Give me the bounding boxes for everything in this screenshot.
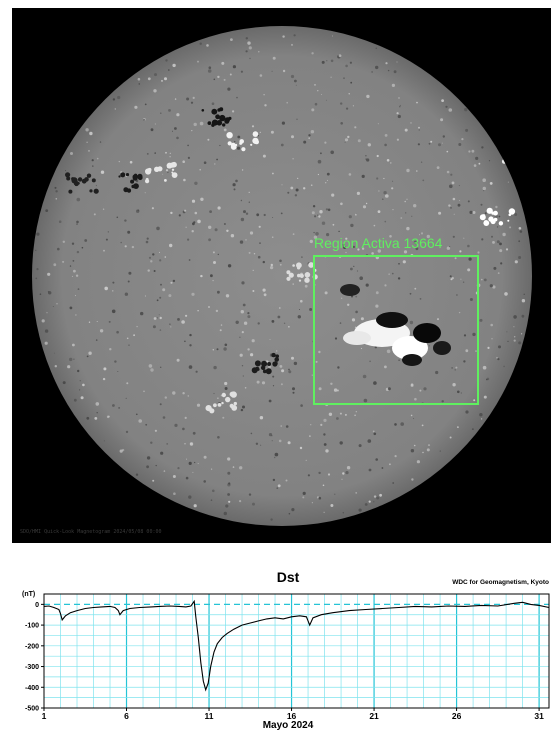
- dst-series-line: [43, 599, 550, 692]
- y-tick-label: -200: [25, 643, 39, 650]
- magnetogram-caption: SDO/HMI Quick-Look Magnetogram 2024/05/0…: [20, 529, 161, 535]
- y-tick-label: 0: [35, 602, 39, 609]
- y-tick-label: -300: [25, 664, 39, 671]
- y-tick-label: -100: [25, 623, 39, 630]
- y-tick-label: -500: [25, 706, 39, 713]
- magnetogram-image: Region Activa 13664 SDO/HMI Quick-Look M…: [12, 8, 551, 543]
- plot-frame: [43, 593, 550, 709]
- chart-grid: [43, 593, 549, 709]
- x-tick-label: 31: [534, 711, 544, 721]
- active-region-box: [313, 255, 479, 405]
- magnetic-field-speckles: [35, 34, 532, 521]
- x-tick-label: 26: [452, 711, 462, 721]
- x-tick-label: 16: [287, 711, 297, 721]
- x-tick-label: 11: [205, 711, 214, 721]
- x-tick-label: 1: [42, 711, 47, 721]
- solar-disk: [32, 26, 532, 526]
- x-tick-label: 21: [369, 711, 379, 721]
- active-region-13664: [340, 284, 451, 366]
- dst-chart: Dst WDC for Geomagnetism, Kyoto (nT) 0 -1…: [0, 560, 551, 731]
- chart-title: Dst: [277, 569, 300, 585]
- x-tick-label: 6: [124, 711, 129, 721]
- active-region-label: Region Activa 13664: [314, 235, 443, 251]
- y-unit-label: (nT): [22, 591, 35, 598]
- x-axis-label: Mayo 2024: [263, 720, 314, 731]
- chart-source-label: WDC for Geomagnetism, Kyoto: [452, 579, 549, 586]
- y-tick-label: -400: [25, 685, 39, 692]
